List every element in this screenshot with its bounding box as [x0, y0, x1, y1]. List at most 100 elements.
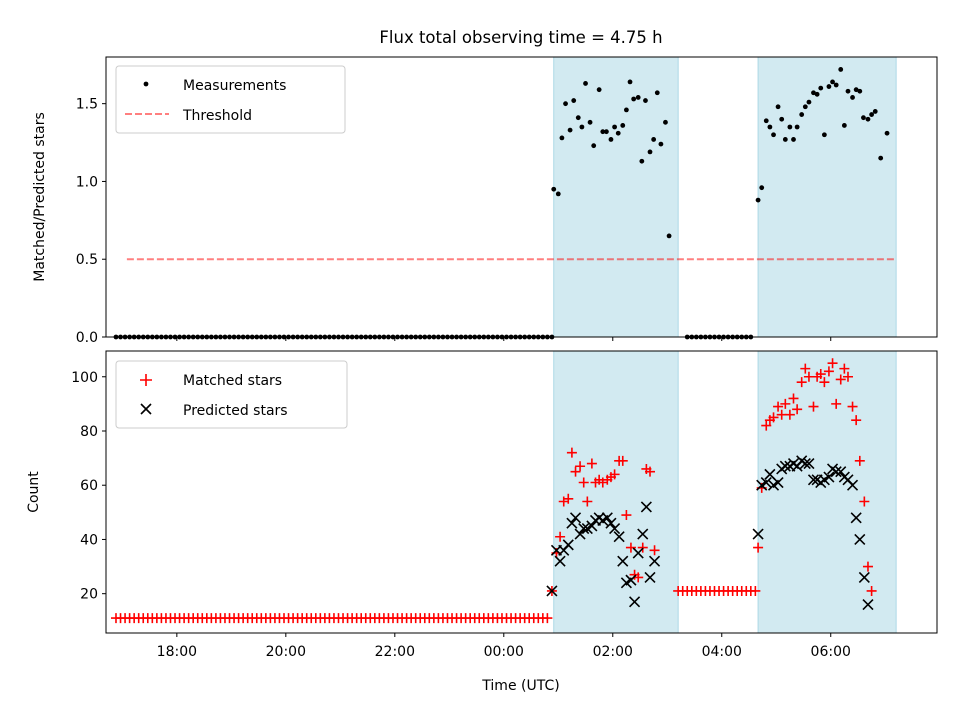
matched-stars-point — [555, 531, 566, 542]
matched-stars-point — [761, 420, 772, 431]
measurement-point — [782, 137, 788, 142]
predicted-stars-point — [823, 471, 835, 483]
count-plot-frame — [105, 350, 938, 634]
measurement-point — [663, 119, 668, 125]
measurement-point — [559, 135, 565, 141]
matched-stars-point — [633, 572, 644, 583]
predicted-stars-point — [546, 585, 558, 597]
y-tick-label: 60 — [80, 478, 98, 494]
x-axis-label: Time (UTC) — [481, 678, 559, 694]
predicted-stars-point — [846, 479, 859, 491]
predicted-stars-point — [617, 555, 629, 567]
measurement-point — [814, 91, 820, 97]
predicted-stars-point — [807, 474, 820, 486]
predicted-stars-point — [644, 571, 656, 583]
predicted-stars-point — [629, 596, 641, 608]
measurement-point — [604, 129, 609, 135]
measurement-point — [627, 79, 633, 85]
measurement-point — [658, 141, 664, 147]
predicted-stars-point — [637, 528, 649, 540]
matched-stars-point — [542, 613, 553, 624]
measurement-point — [872, 109, 878, 114]
measurement-point — [799, 112, 805, 117]
predicted-stars-point — [779, 460, 791, 472]
chart-title: Flux total observing time = 4.75 h — [379, 28, 662, 47]
matched-stars-point — [575, 461, 586, 472]
ratio-legend: Measurements Threshold — [115, 65, 346, 134]
measurement-point — [631, 96, 637, 102]
measurement-point — [579, 124, 585, 130]
matched-stars-point — [815, 369, 826, 380]
x-tick-label: 02:00 — [593, 644, 633, 660]
measurement-point — [833, 82, 839, 88]
matched-stars-point — [792, 404, 803, 415]
predicted-stars-point — [772, 476, 784, 489]
predicted-stars-point — [578, 523, 590, 535]
count-legend: Matched stars Predicted stars — [115, 360, 348, 429]
matched-stars-point — [784, 409, 795, 420]
x-tick-label: 18:00 — [157, 644, 197, 660]
measurement-point — [612, 124, 617, 130]
matched-stars-point — [563, 493, 574, 504]
predicted-stars-point — [640, 501, 652, 513]
matched-stars-point — [570, 466, 581, 477]
x-tick-label: 06:00 — [811, 644, 851, 660]
matched-stars-point — [566, 447, 577, 458]
legend-predicted-label: Predicted stars — [183, 403, 288, 419]
measurement-point — [647, 149, 653, 155]
measurement-point — [759, 185, 765, 191]
predicted-stars-point — [569, 512, 582, 524]
legend-measurements-label: Measurements — [183, 78, 286, 94]
y-tick-label: 0.5 — [76, 252, 98, 268]
matched-stars-point — [753, 542, 764, 553]
observing-window-band — [757, 350, 897, 634]
measurement-point — [779, 116, 785, 122]
x-tick-label: 20:00 — [266, 644, 306, 660]
matched-stars-point — [788, 393, 799, 404]
matched-stars-point — [851, 415, 862, 426]
measurement-point — [818, 85, 824, 91]
matched-stars-point — [854, 455, 865, 466]
predicted-stars-point — [862, 598, 874, 611]
measurement-point — [571, 98, 577, 103]
matched-stars-point — [750, 585, 761, 596]
measurement-point — [861, 115, 866, 121]
matched-stars-point — [625, 542, 636, 553]
predicted-stars-point — [760, 476, 772, 489]
predicted-stars-point — [830, 466, 842, 478]
observing-window-band — [757, 56, 897, 338]
matched-stars-point — [808, 401, 819, 412]
matched-stars-point — [842, 371, 853, 382]
count-panel: 20 40 60 80 100 18:00 20:00 22:00 00:00 02:00 04:… — [26, 350, 938, 694]
measurement-point — [838, 67, 844, 72]
ratio-plot-frame — [105, 56, 938, 338]
matched-stars-point — [621, 510, 632, 521]
predicted-stars-point — [632, 547, 644, 559]
measurement-point — [591, 143, 597, 149]
legend-threshold-label: Threshold — [182, 108, 252, 124]
matched-stars-point — [827, 358, 838, 369]
predicted-stars-point — [601, 512, 613, 524]
matched-stars-point — [847, 401, 858, 412]
y-tick-label: 20 — [80, 587, 98, 603]
measurement-point — [850, 95, 855, 100]
measurement-point — [806, 99, 812, 105]
measurement-point — [551, 186, 557, 192]
measurement-point — [643, 98, 648, 103]
legend-matched-label: Matched stars — [183, 373, 282, 389]
matched-stars-point — [796, 377, 807, 388]
measurement-point — [587, 119, 593, 125]
predicted-stars-point — [858, 571, 870, 583]
matched-stars-point — [645, 466, 656, 477]
matched-stars-point — [831, 398, 842, 409]
y-tick-label: 1.5 — [76, 97, 98, 113]
measurement-point — [869, 112, 875, 117]
measurement-point — [884, 130, 890, 136]
matched-stars-point — [649, 545, 660, 556]
measurement-point — [654, 90, 660, 96]
predicted-stars-point — [562, 539, 574, 551]
predicted-stars-point — [566, 517, 578, 529]
predicted-stars-point — [799, 457, 811, 470]
measurement-point — [563, 101, 568, 107]
x-tick-label: 04:00 — [702, 644, 742, 660]
